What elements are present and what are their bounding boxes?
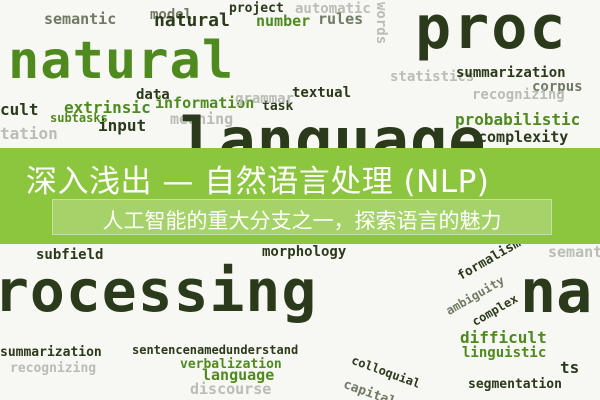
word-cloud-word: input <box>98 116 147 135</box>
word-cloud-word: tation <box>0 124 58 143</box>
word-cloud-word: number <box>256 12 311 30</box>
word-cloud-word: grammar <box>235 91 295 107</box>
word-cloud-word: complexity <box>478 128 569 146</box>
word-cloud-word: capital <box>341 377 398 400</box>
word-cloud-word: probabilistic <box>455 110 581 129</box>
word-cloud-word: corpus <box>532 79 583 95</box>
word-cloud-word: cult <box>0 100 39 119</box>
word-cloud-word: linguistic <box>462 345 547 361</box>
title-banner <box>0 148 600 244</box>
word-cloud-word: semant <box>548 243 600 261</box>
banner-subtitle: 人工智能的重大分支之一，探索语言的魅力 <box>102 209 502 233</box>
word-cloud-word: proc <box>415 0 568 63</box>
word-cloud-word: discourse <box>190 380 272 398</box>
word-cloud-word: data <box>136 87 170 103</box>
word-cloud-word: language <box>202 366 275 384</box>
word-cloud-word: recognizing <box>472 87 565 103</box>
word-cloud-word: ts <box>560 358 580 377</box>
word-cloud-word: automatic <box>295 1 371 17</box>
word-cloud-word: summarization <box>0 345 102 360</box>
word-cloud-word: recognizing <box>10 361 97 376</box>
word-cloud-word: subtasks <box>50 111 108 125</box>
word-cloud-word: sentencenamedunderstand <box>132 343 299 357</box>
word-cloud-word: project <box>229 1 284 16</box>
word-cloud-word: information <box>155 94 255 112</box>
word-cloud-word: task <box>262 99 294 114</box>
subtitle-box: 人工智能的重大分支之一，探索语言的魅力 <box>52 199 552 235</box>
word-cloud-word: semantic <box>44 10 117 28</box>
word-cloud-word: meaning <box>170 110 234 128</box>
word-cloud-word: subfield <box>36 247 104 263</box>
word-cloud-word: statistics <box>390 69 475 85</box>
word-cloud-word: natural <box>8 31 235 91</box>
word-cloud-word: rocessing <box>0 257 318 325</box>
word-cloud-word: natural <box>154 10 230 31</box>
word-cloud-word: extrinsic <box>64 98 151 117</box>
word-cloud-word: na <box>520 257 593 327</box>
word-cloud-word: segmentation <box>468 377 562 392</box>
word-cloud-word: model <box>150 7 193 23</box>
word-cloud-word: verbalization <box>180 357 282 372</box>
word-cloud-word: morphology <box>262 244 347 260</box>
banner-title: 深入浅出 — 自然语言处理 (NLP) <box>26 164 490 200</box>
word-cloud-word: rules <box>318 10 364 28</box>
word-cloud-word: textual <box>292 85 352 101</box>
word-cloud-word: words <box>373 2 389 45</box>
word-cloud-word: difficult <box>460 328 547 347</box>
word-cloud-word: summarization <box>456 65 566 81</box>
